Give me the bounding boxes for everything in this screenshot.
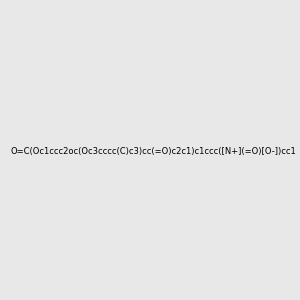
Text: O=C(Oc1ccc2oc(Oc3cccc(C)c3)cc(=O)c2c1)c1ccc([N+](=O)[O-])cc1: O=C(Oc1ccc2oc(Oc3cccc(C)c3)cc(=O)c2c1)c1… <box>11 147 297 156</box>
